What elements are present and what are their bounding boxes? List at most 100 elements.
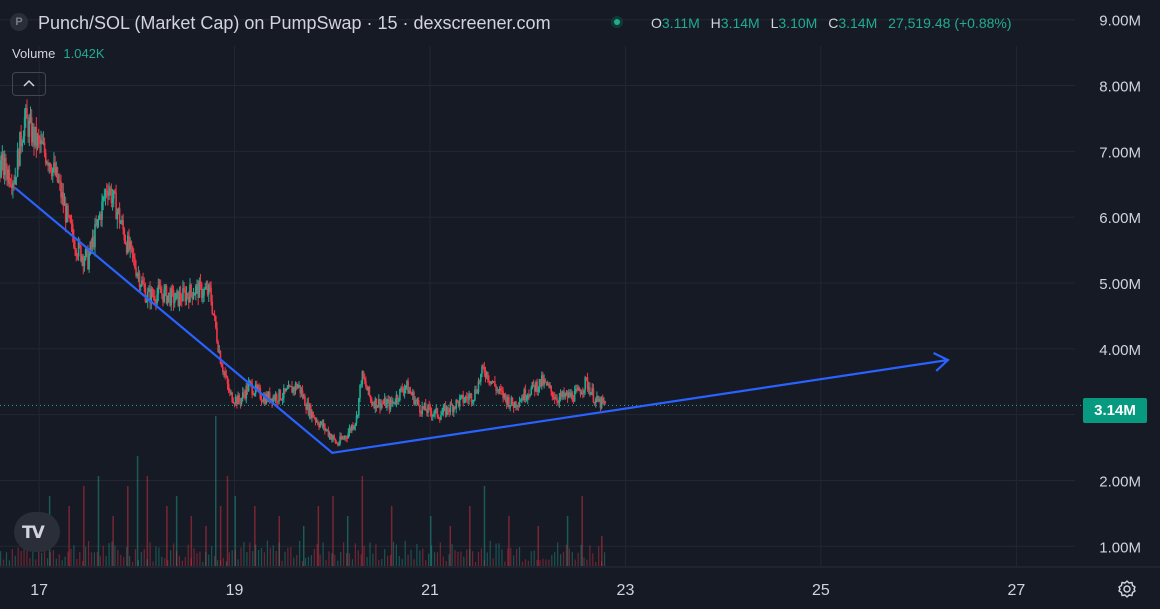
volume-bar — [442, 556, 444, 566]
candle-body — [496, 389, 499, 391]
candle-body — [179, 292, 182, 300]
candle-body — [356, 415, 359, 417]
volume-bar — [105, 556, 107, 566]
volume-bar — [557, 542, 559, 566]
candle-body — [348, 427, 351, 433]
candle-body — [21, 142, 24, 147]
candle-body — [327, 429, 330, 437]
volume-bar — [504, 561, 506, 566]
candle-body — [39, 138, 41, 145]
change-value: 27,519.48 (+0.88%) — [888, 15, 1012, 31]
volume-bar — [246, 551, 248, 566]
y-tick-label: 1.00M — [1099, 539, 1141, 556]
volume-bar — [387, 555, 389, 566]
volume-bar — [592, 553, 594, 566]
volume-legend: Volume 1.042K — [12, 46, 105, 61]
candle-body — [35, 126, 38, 147]
candle-body — [25, 107, 27, 117]
volume-bar — [170, 550, 172, 566]
volume-bar — [181, 560, 183, 566]
candle-body — [436, 408, 439, 417]
candle-body — [279, 389, 282, 400]
candle-body — [315, 420, 318, 422]
gear-icon[interactable] — [1117, 579, 1137, 599]
volume-bar — [120, 554, 122, 566]
volume-bar — [507, 548, 509, 566]
candle-body — [256, 384, 258, 389]
candle-body — [104, 190, 107, 197]
candle-body — [190, 284, 192, 293]
volume-bar — [134, 549, 137, 566]
volume-bar — [123, 557, 125, 566]
candle-body — [461, 394, 463, 396]
candle-body — [151, 288, 154, 296]
candle-body — [504, 393, 507, 398]
candle-body — [97, 218, 100, 220]
volume-bar — [52, 549, 54, 566]
candle-body — [399, 388, 401, 401]
candle-body — [469, 393, 472, 396]
candle-body — [297, 385, 299, 389]
candle-body — [305, 406, 307, 410]
candle-body — [197, 283, 199, 298]
candle-body — [437, 416, 440, 419]
volume-bar — [430, 516, 432, 566]
candle-body — [159, 287, 162, 293]
candle-body — [490, 381, 493, 384]
candle-body — [476, 392, 479, 394]
candle-body — [42, 142, 45, 144]
volume-bar — [26, 549, 28, 566]
candle-body — [84, 249, 87, 260]
last-price-badge: 3.14M — [1083, 398, 1147, 423]
volume-bar — [155, 546, 157, 566]
x-tick-label: 25 — [812, 582, 830, 599]
volume-bar — [548, 559, 550, 566]
candle-body — [107, 192, 109, 196]
candle-body — [128, 235, 130, 250]
candle-body — [444, 405, 447, 416]
candle-body — [53, 162, 55, 169]
candle-body — [416, 400, 419, 402]
candle-body — [591, 388, 594, 393]
collapse-legend-button[interactable] — [12, 72, 46, 96]
volume-bar — [228, 552, 230, 566]
volume-bar — [454, 550, 456, 566]
candle-body — [119, 222, 122, 224]
volume-bar — [439, 542, 441, 566]
volume-bar — [343, 542, 345, 566]
volume-bar — [193, 548, 195, 566]
trendline[interactable] — [13, 186, 949, 454]
candle-body — [322, 423, 325, 427]
tradingview-logo-icon[interactable]: TV — [14, 512, 60, 552]
candle-body — [213, 314, 216, 316]
volume-bar — [2, 559, 5, 566]
market-status-dot-icon — [611, 16, 623, 28]
candle-body — [95, 224, 97, 226]
candle-body — [529, 394, 531, 396]
candle-body — [189, 284, 191, 303]
candle-body — [166, 295, 169, 304]
volume-bar — [483, 486, 486, 566]
volume-bar — [598, 546, 600, 566]
candle-body — [388, 399, 391, 410]
candle-body — [234, 396, 237, 404]
candle-body — [492, 381, 495, 383]
volume-bar — [55, 558, 57, 566]
volume-bar — [231, 550, 233, 566]
high-label: H — [710, 15, 721, 31]
volume-bar — [457, 551, 459, 566]
volume-bar — [11, 549, 13, 566]
candle-body — [175, 292, 177, 301]
candle-body — [253, 393, 256, 395]
candle-body — [285, 388, 287, 392]
candle-body — [392, 401, 394, 404]
volume-bar — [161, 556, 163, 566]
symbol-icon[interactable]: P — [10, 13, 28, 31]
volume-bar — [208, 554, 210, 566]
candle-body — [306, 402, 309, 410]
candle-body — [362, 371, 365, 379]
candle-body — [341, 437, 344, 440]
candle-body — [377, 399, 380, 406]
volume-bar — [127, 486, 129, 566]
